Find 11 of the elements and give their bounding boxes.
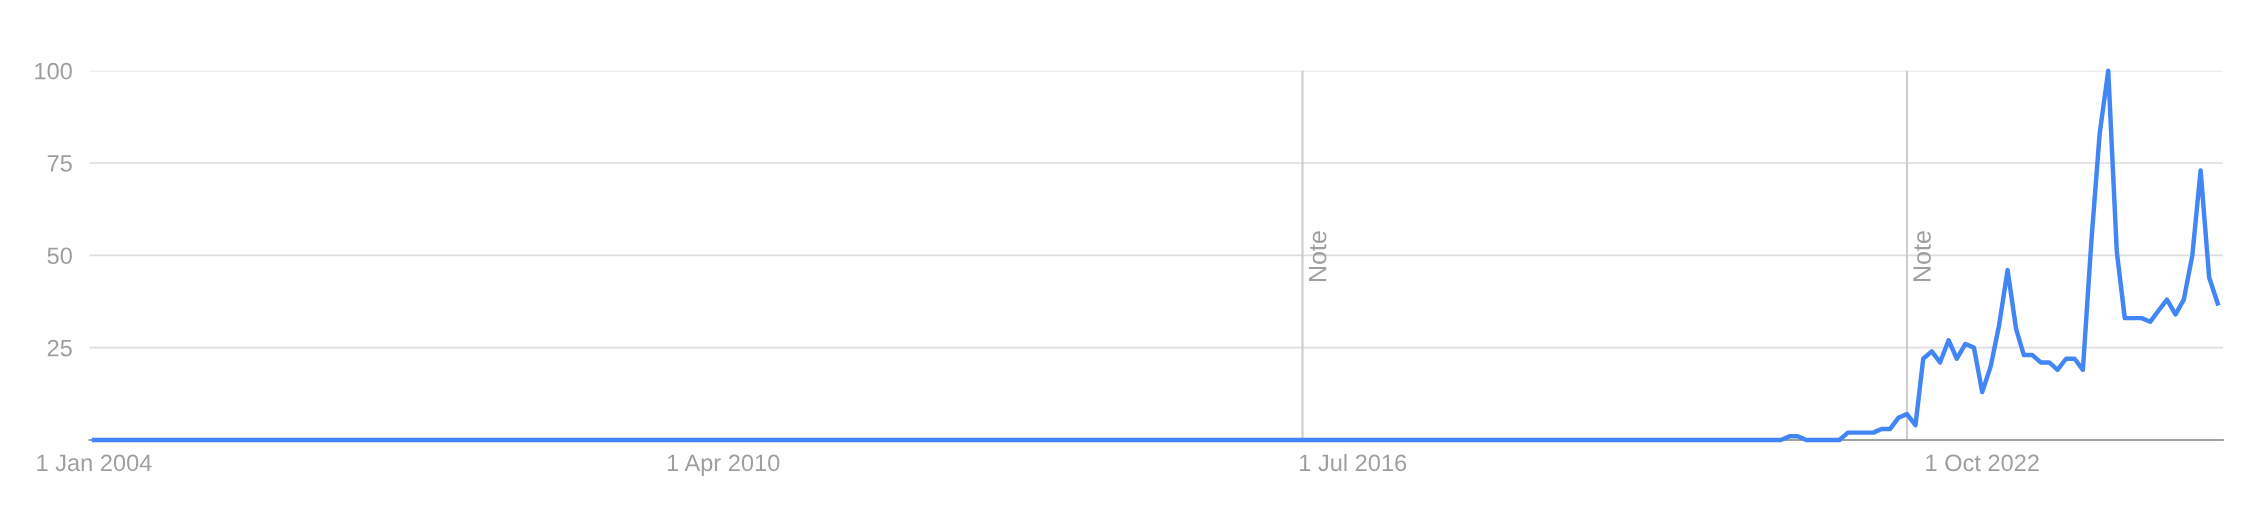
y-tick-label: 25 [47, 339, 72, 357]
line-series [91, 68, 2220, 443]
y-tick-label: 100 [35, 62, 72, 80]
ref-line-label: Note [1308, 231, 1327, 281]
x-tick-label: 1 Apr 2010 [667, 454, 780, 476]
x-tick-label: 1 Jan 2004 [37, 454, 152, 472]
ref-line-label: Note [1913, 231, 1931, 281]
y-tick-label: 75 [47, 155, 72, 172]
x-tick-label: 1 Oct 2022 [1926, 454, 2039, 472]
y-tick-label: 50 [47, 247, 72, 265]
x-tick-label: 1 Jul 2016 [1300, 453, 1407, 472]
